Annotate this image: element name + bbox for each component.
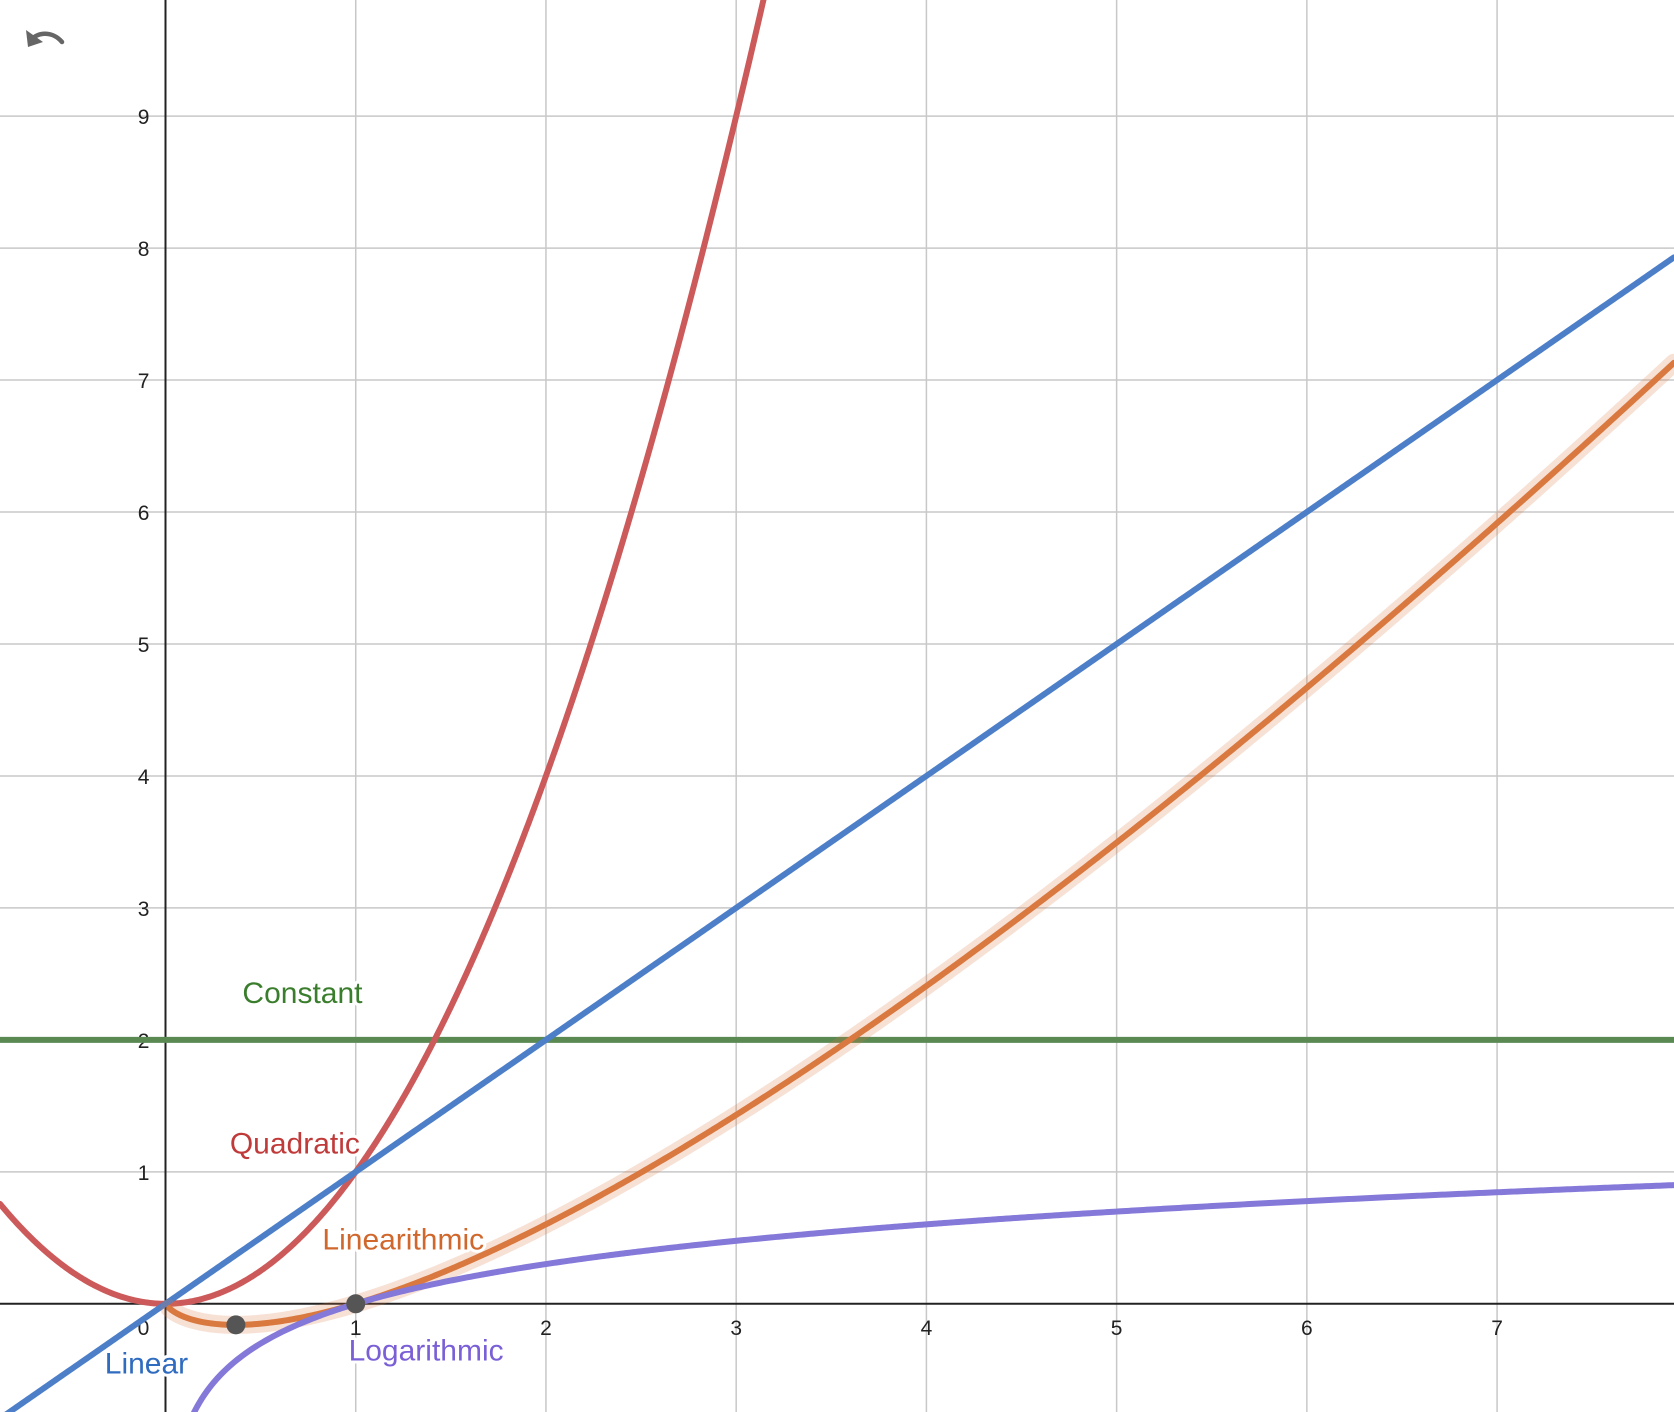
y-tick-label-5: 5: [138, 634, 150, 657]
linearithmic-label: Linearithmic: [322, 1224, 484, 1257]
quadratic-curve[interactable]: [0, 0, 767, 1307]
x-tick-label-7: 7: [1491, 1317, 1503, 1340]
x-tick-label-5: 5: [1111, 1317, 1123, 1340]
y-tick-label-4: 4: [138, 766, 150, 789]
linearithmic-curve[interactable]: [166, 359, 1674, 1328]
undo-button[interactable]: [18, 22, 74, 66]
x-tick-label-3: 3: [730, 1317, 742, 1340]
y-tick-label-7: 7: [138, 370, 150, 393]
y-tick-label-8: 8: [138, 238, 150, 261]
constant-label: Constant: [242, 977, 363, 1010]
x-tick-label-0: 0: [138, 1317, 150, 1340]
highlight-points: [226, 1294, 366, 1335]
y-tick-label-6: 6: [138, 502, 150, 525]
curve-labels: Constant Quadratic Linear Linearithmic Logar…: [102, 974, 507, 1384]
y-tick-label-1: 1: [138, 1162, 150, 1185]
logarithmic-label: Logarithmic: [349, 1335, 504, 1368]
highlight-point-2[interactable]: [346, 1294, 366, 1314]
linearithmic-curve-highlight: [160, 353, 1674, 1334]
x-tick-label-2: 2: [540, 1317, 552, 1340]
x-tick-label-4: 4: [921, 1317, 933, 1340]
linear-curve[interactable]: [0, 254, 1674, 1412]
logarithmic-curve[interactable]: [191, 1182, 1674, 1412]
highlight-point-1[interactable]: [226, 1315, 246, 1335]
linear-label: Linear: [105, 1348, 188, 1381]
x-tick-label-6: 6: [1301, 1317, 1313, 1340]
x-tick-label-1: 1: [350, 1317, 362, 1340]
quadratic-label: Quadratic: [230, 1127, 360, 1160]
y-tick-label-3: 3: [138, 898, 150, 921]
undo-arrow-icon: [26, 30, 65, 47]
y-tick-label-9: 9: [138, 106, 150, 129]
